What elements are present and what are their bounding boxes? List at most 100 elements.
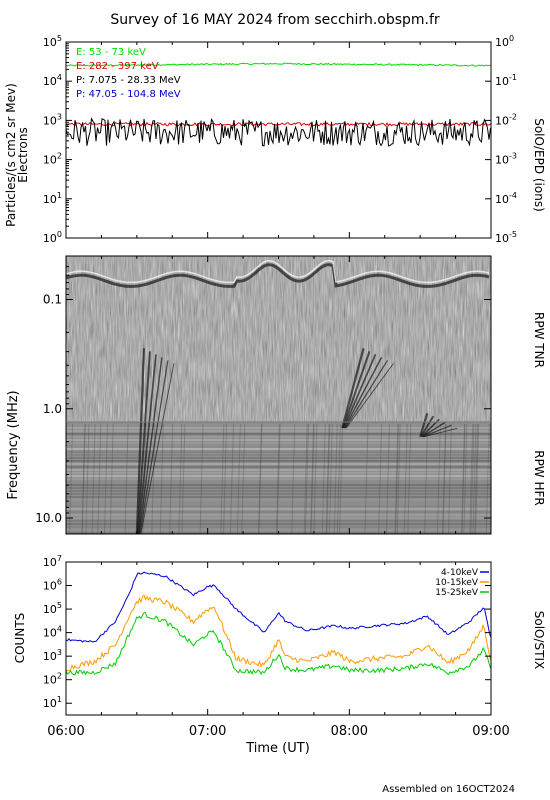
rpw-burst-2 xyxy=(420,415,435,438)
rpw-hfr-stripe xyxy=(66,499,491,501)
epd-series-line-0 xyxy=(66,62,491,67)
stix-tick-label: 102 xyxy=(43,672,62,687)
rpw-hfr-streak xyxy=(475,423,480,534)
rpw-hfr-streak xyxy=(159,423,164,534)
rpw-hfr-streak xyxy=(81,423,86,534)
rpw-hfr-streak xyxy=(103,423,108,534)
rpw-hfr-stripe xyxy=(66,529,491,531)
rpw-hfr-streak xyxy=(81,423,86,534)
epd-legend-entry: E: 282 - 397 keV xyxy=(76,61,159,72)
rpw-hfr-streak xyxy=(236,423,241,534)
rpw-hfr-streak xyxy=(97,423,102,534)
epd-left-tick-label: 103 xyxy=(43,112,62,127)
stix-legend-label: 15-25keV xyxy=(435,588,479,598)
rpw-tnr-label: RPW TNR xyxy=(532,312,546,368)
x-axis-ticklabels: 06:00 07:00 08:00 09:00 xyxy=(47,724,509,739)
rpw-hfr-stripe xyxy=(66,484,491,486)
stix-tick-label: 105 xyxy=(43,601,62,616)
rpw-hfr-streak xyxy=(395,423,400,534)
rpw-hfr-streak xyxy=(328,423,333,534)
stix-tick-label: 103 xyxy=(43,648,62,663)
rpw-hfr-stripe xyxy=(66,526,491,528)
rpw-burst-1 xyxy=(342,351,371,429)
rpw-hfr-streak xyxy=(304,423,309,534)
rpw-hfr-streak xyxy=(461,423,466,534)
rpw-hfr-stripe xyxy=(66,496,491,498)
rpw-hfr-streak xyxy=(199,423,204,534)
epd-left-tick-label: 105 xyxy=(43,34,62,49)
rpw-tick-label: 1.0 xyxy=(43,402,62,416)
rpw-hfr-stripe xyxy=(66,505,491,507)
rpw-hfr-streak xyxy=(442,423,447,534)
rpw-hfr-stripe xyxy=(66,478,491,480)
rpw-hfr-stripe xyxy=(66,436,491,438)
rpw-plasma-line xyxy=(66,263,490,288)
rpw-hfr-streak xyxy=(220,423,225,534)
epd-right-tick-label: 10-4 xyxy=(495,191,517,206)
rpw-hfr-streak xyxy=(470,423,475,534)
rpw-hfr-stripe xyxy=(66,442,491,444)
rpw-hfr-streak xyxy=(407,423,412,534)
epd-right-tick-label: 10-2 xyxy=(495,112,517,127)
rpw-hfr-streak xyxy=(181,423,186,534)
stix-tick-label: 106 xyxy=(43,578,62,593)
rpw-hfr-streak xyxy=(333,423,338,534)
epd-right-tick-label: 10-5 xyxy=(495,230,517,245)
assembled-note: Assembled on 16OCT2024 xyxy=(382,784,515,795)
rpw-hfr-streak xyxy=(436,423,441,534)
epd-series-line-1 xyxy=(66,121,491,127)
rpw-hfr-streak xyxy=(364,423,369,534)
rpw-hfr-streak xyxy=(394,423,399,534)
rpw-burst-2 xyxy=(424,427,458,438)
rpw-hfr-streak xyxy=(474,423,479,534)
rpw-hfr-stripe xyxy=(66,520,491,522)
rpw-hfr-stripe xyxy=(66,466,491,468)
epd-right-axis: 10-5 10-4 10-3 10-2 10-1 100 xyxy=(485,34,517,245)
rpw-tnr-noise xyxy=(66,256,491,422)
rpw-hfr-streak xyxy=(229,423,234,534)
rpw-hfr-streak xyxy=(303,423,308,534)
rpw-hfr-stripe xyxy=(66,514,491,516)
rpw-hfr-streak xyxy=(326,423,331,534)
rpw-burst-2 xyxy=(419,412,429,437)
rpw-hfr-stripe xyxy=(66,460,491,462)
rpw-hfr-streak xyxy=(442,423,447,534)
rpw-hfr-stripe xyxy=(66,469,491,471)
epd-legend-entry: P: 7.075 - 28.33 MeV xyxy=(76,75,181,86)
x-tick-label: 06:00 xyxy=(47,724,84,739)
rpw-hfr-streak xyxy=(403,423,408,534)
stix-tick-label: 101 xyxy=(43,695,62,710)
rpw-tick-label: 10.0 xyxy=(35,511,62,525)
rpw-hfr-streak xyxy=(325,423,330,534)
rpw-burst-0 xyxy=(139,360,169,534)
rpw-burst-0 xyxy=(135,348,146,534)
rpw-hfr-label: RPW HFR xyxy=(532,450,546,506)
rpw-hfr-streak xyxy=(258,423,263,534)
epd-legend: E: 53 - 73 keV E: 282 - 397 keV P: 7.075 -… xyxy=(76,47,181,100)
rpw-burst-0 xyxy=(137,354,157,534)
stix-frame xyxy=(65,561,492,716)
rpw-hfr-streak xyxy=(463,423,468,534)
stix-right-label: SolO/STIX xyxy=(532,611,546,670)
rpw-hfr-stripe xyxy=(66,472,491,474)
rpw-hfr-stripe xyxy=(66,490,491,492)
rpw-hfr-stripe xyxy=(66,523,491,525)
rpw-burst-0 xyxy=(138,357,163,534)
rpw-hfr-stripe xyxy=(66,445,491,447)
rpw-plasma-line-edge xyxy=(66,259,490,284)
rpw-hfr-streak xyxy=(69,423,74,534)
stix-legend-label: 10-15keV xyxy=(435,578,479,588)
epd-ylabel-electrons: Electrons xyxy=(16,127,30,182)
rpw-hfr-streak xyxy=(385,423,390,534)
epd-legend-entry: P: 47.05 - 104.8 MeV xyxy=(76,89,181,100)
rpw-hfr-stripe xyxy=(66,424,491,426)
rpw-burst-0 xyxy=(140,363,175,534)
rpw-burst-1 xyxy=(344,357,383,429)
rpw-hfr-streak xyxy=(310,423,315,534)
rpw-hfr-streak xyxy=(275,423,280,534)
epd-left-axis: 100 101 102 103 104 105 xyxy=(43,34,492,245)
rpw-hfr-streak xyxy=(469,423,474,534)
stix-series-line-1 xyxy=(66,594,491,672)
rpw-hfr-streak xyxy=(241,423,246,534)
